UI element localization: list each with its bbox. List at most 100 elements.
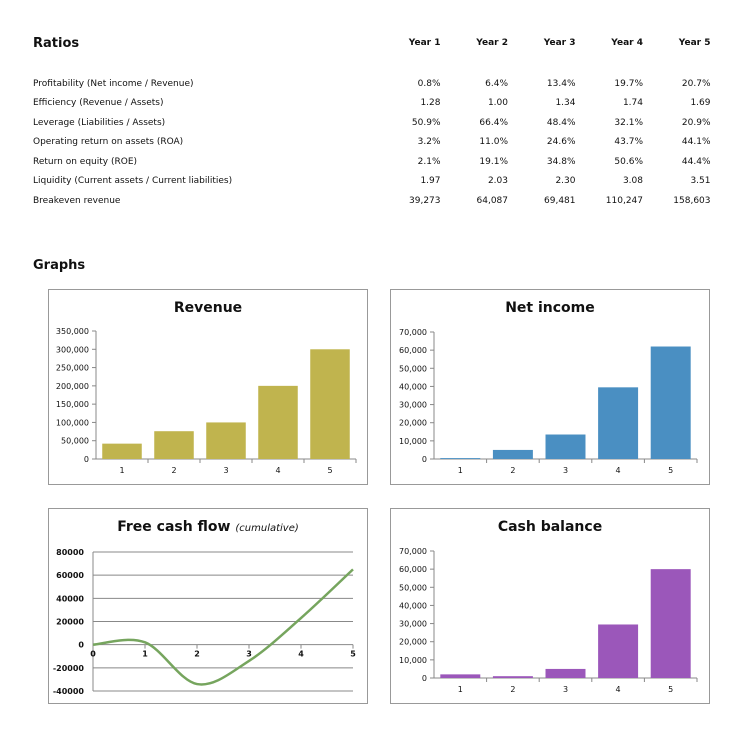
ratio-value: 24.6% (546, 137, 576, 148)
ratio-value: 19.1% (479, 156, 508, 167)
ratio-value: 1.97 (420, 176, 441, 187)
ratio-label: Breakeven revenue (33, 195, 121, 206)
ratio-value: 3.08 (622, 176, 643, 187)
ratio-row: Liquidity (Current assets / Current liab… (33, 172, 711, 192)
year-header: Year 4 (611, 38, 643, 48)
ratio-row: Breakeven revenue 39,273 64,087 69,481 110,2… (33, 191, 711, 211)
ratio-value: 2.30 (555, 176, 576, 187)
year-header: Year 2 (476, 38, 508, 48)
chart-plot: 0 10,000 20,000 30,000 40,000 50,000 60,000 70,… (399, 547, 698, 694)
bar (492, 676, 533, 678)
x-tick-label: 1 (458, 466, 463, 475)
y-tick-label: 40,000 (399, 382, 427, 391)
x-tick-label: 1 (458, 685, 463, 694)
bar (598, 387, 639, 459)
ratio-label: Liquidity (Current assets / Current liab… (33, 176, 233, 187)
ratios-title: Ratios (33, 36, 80, 51)
chart-title: Cash balance (497, 519, 603, 535)
ratio-value: 3.2% (417, 137, 441, 148)
y-tick-label: 30,000 (399, 620, 427, 629)
y-tick-label: 150,000 (56, 400, 89, 409)
year-header: Year 5 (678, 38, 711, 48)
free-cash-flow-chart: Free cash flow (cumulative) -40000 -20000… (48, 508, 368, 704)
x-tick-label: 4 (298, 650, 304, 659)
ratio-label: Return on equity (ROE) (33, 156, 138, 167)
ratio-value: 13.4% (546, 78, 576, 89)
ratio-value: 50.9% (411, 117, 441, 128)
y-tick-label: 0 (422, 674, 427, 683)
y-tick-label: 80000 (56, 548, 84, 557)
y-tick-label: 10,000 (399, 656, 427, 665)
ratio-value: 44.1% (681, 137, 711, 148)
ratio-label: Leverage (Liabilities / Assets) (33, 117, 166, 128)
y-tick-label: 20,000 (399, 419, 427, 428)
x-tick-label: 1 (142, 650, 148, 659)
bar (650, 569, 691, 678)
chart-title: Net income (505, 300, 595, 316)
x-tick-label: 5 (668, 466, 673, 475)
chart-title: Revenue (173, 300, 243, 316)
ratio-value: 20.9% (681, 117, 711, 128)
x-tick-label: 2 (171, 466, 176, 475)
bar (598, 624, 639, 678)
chart-plot: -40000 -20000 0 20000 40000 60000 80000 0 1 2 3 4 5 (53, 548, 356, 696)
ratio-value: 1.69 (690, 98, 711, 109)
bar (440, 674, 481, 678)
y-tick-label: 60,000 (399, 565, 427, 574)
ratio-value: 158,603 (673, 195, 711, 206)
ratio-value: 69,481 (544, 195, 576, 206)
ratio-value: 48.4% (546, 117, 576, 128)
ratio-value: 20.7% (681, 78, 711, 89)
x-tick-label: 5 (668, 685, 673, 694)
ratio-value: 50.6% (614, 156, 643, 167)
x-tick-label: 4 (275, 466, 280, 475)
ratio-value: 43.7% (614, 137, 643, 148)
net-income-chart: Net income 0 10,000 20,000 30,000 40,000 50,0… (390, 289, 710, 485)
bar (650, 346, 691, 459)
chart-subtitle: (cumulative) (235, 523, 299, 534)
x-tick-label: 5 (350, 650, 356, 659)
bar (310, 349, 350, 459)
ratio-row: Leverage (Liabilities / Assets) 50.9% 66.4… (33, 113, 711, 133)
y-tick-label: 10,000 (399, 437, 427, 446)
ratio-value: 2.1% (417, 156, 441, 167)
x-tick-label: 3 (563, 466, 568, 475)
ratio-value: 1.28 (420, 98, 441, 109)
y-tick-label: 40000 (56, 594, 84, 603)
ratio-value: 39,273 (409, 195, 441, 206)
y-tick-label: 350,000 (56, 327, 89, 336)
bar (102, 443, 142, 459)
ratio-label: Profitability (Net income / Revenue) (33, 78, 194, 89)
y-tick-label: 0 (422, 455, 427, 464)
bar (545, 434, 586, 459)
y-tick-label: 50,000 (399, 583, 427, 592)
bar (154, 431, 194, 459)
ratio-value: 11.0% (479, 137, 508, 148)
y-tick-label: 70,000 (399, 547, 427, 556)
graphs-title: Graphs (33, 258, 86, 273)
y-tick-label: 20,000 (399, 638, 427, 647)
y-tick-label: 20000 (56, 618, 84, 627)
y-tick-label: 70,000 (399, 328, 427, 337)
ratio-value: 64,087 (476, 195, 509, 206)
x-tick-label: 0 (90, 650, 96, 659)
y-tick-label: 200,000 (56, 382, 89, 391)
ratios-table: Year 1 Year 2 Year 3 Year 4 Year 5 Profi… (33, 36, 711, 211)
y-tick-label: -40000 (53, 687, 85, 696)
ratio-label: Efficiency (Revenue / Assets) (33, 98, 164, 109)
revenue-chart: Revenue 0 50,000 100,000 150,000 200,000 250,… (48, 289, 368, 485)
header-row: Year 1 Year 2 Year 3 Year 4 Year 5 (33, 36, 711, 50)
y-tick-label: 0 (78, 641, 84, 650)
x-tick-label: 3 (246, 650, 252, 659)
x-tick-label: 2 (194, 650, 200, 659)
y-tick-label: 40,000 (399, 601, 427, 610)
bar (258, 385, 298, 459)
series-line (92, 568, 354, 686)
y-tick-label: 0 (84, 455, 89, 464)
y-tick-label: 100,000 (56, 418, 89, 427)
year-header: Year 1 (408, 38, 441, 48)
chart-title: Free cash flow (cumulative) (49, 519, 367, 535)
x-tick-label: 4 (616, 685, 621, 694)
bar (492, 449, 533, 459)
